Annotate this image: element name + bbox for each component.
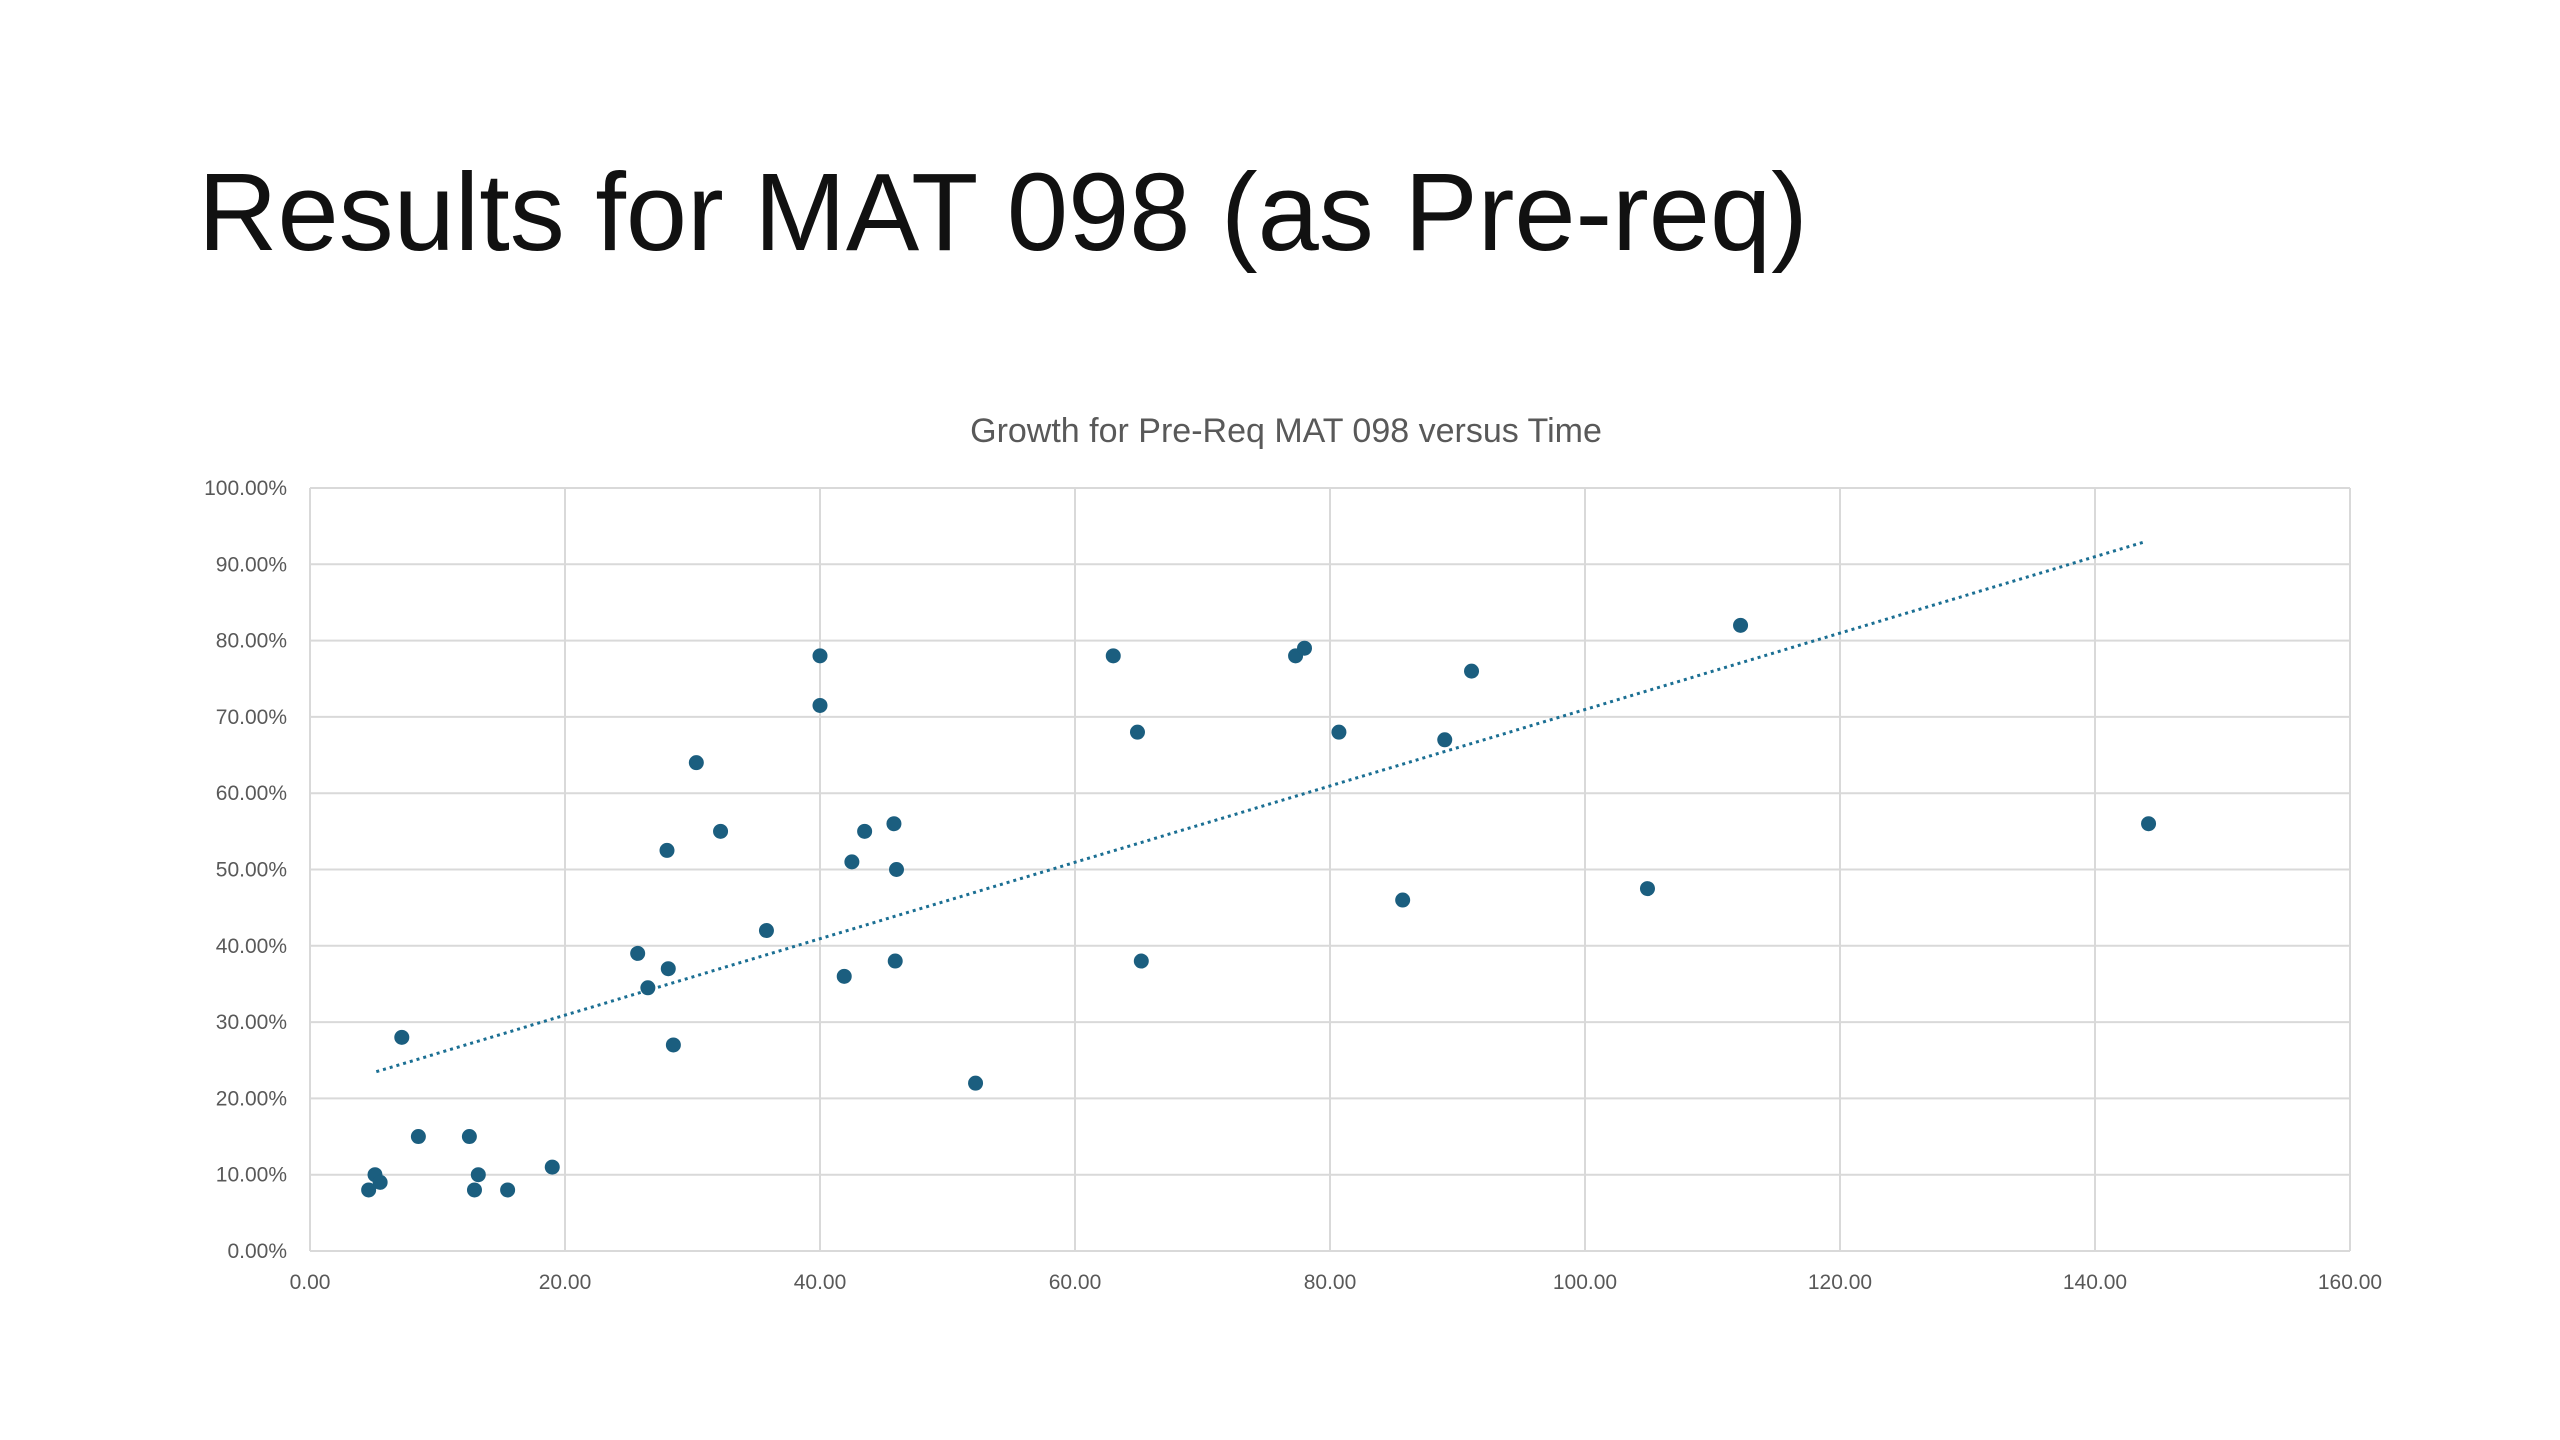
linear-trendline — [375, 539, 2147, 1074]
y-tick-label: 60.00% — [216, 782, 287, 805]
data-point — [968, 1075, 984, 1091]
x-tick-label: 80.00 — [1304, 1271, 1357, 1294]
y-tick-label: 90.00% — [216, 553, 287, 576]
data-point — [466, 1182, 482, 1198]
x-tick-label: 100.00 — [1553, 1271, 1617, 1294]
x-tick-label: 20.00 — [539, 1271, 592, 1294]
y-tick-label: 80.00% — [216, 630, 287, 653]
data-point — [470, 1167, 486, 1183]
x-tick-label: 140.00 — [2063, 1271, 2127, 1294]
x-tick-label: 160.00 — [2318, 1271, 2382, 1294]
data-point — [1129, 724, 1145, 740]
data-point — [1395, 892, 1411, 908]
data-point — [1437, 732, 1453, 748]
data-point — [1133, 953, 1149, 969]
y-tick-label: 40.00% — [216, 935, 287, 958]
axis-tick-labels: 0.00% 10.00% 20.00% 30.00% 40.00% 50.00% 60.00… — [204, 477, 2382, 1294]
data-point — [544, 1159, 560, 1175]
data-point — [812, 648, 828, 664]
data-point — [659, 842, 675, 858]
data-point — [660, 961, 676, 977]
chart-title: Growth for Pre-Req MAT 098 versus Time — [970, 412, 1602, 450]
data-point — [394, 1029, 410, 1045]
data-point — [688, 755, 704, 771]
y-tick-label: 10.00% — [216, 1164, 287, 1187]
gridlines — [309, 487, 2351, 1252]
data-points — [361, 617, 2157, 1198]
data-point — [844, 854, 860, 870]
data-point — [665, 1037, 681, 1053]
data-point — [1297, 640, 1312, 656]
data-point — [812, 697, 828, 713]
data-point — [887, 953, 903, 969]
data-point — [889, 862, 904, 877]
data-point — [1105, 648, 1121, 664]
data-point — [886, 816, 902, 832]
data-point — [2141, 816, 2157, 832]
data-point — [836, 968, 852, 984]
data-point — [361, 1182, 377, 1198]
y-tick-label: 20.00% — [216, 1087, 287, 1110]
slide-title: Results for MAT 098 (as Pre-req) — [198, 151, 1808, 274]
y-tick-label: 100.00% — [204, 477, 287, 500]
x-tick-label: 120.00 — [1808, 1271, 1872, 1294]
data-point — [630, 945, 646, 961]
data-point — [1331, 724, 1347, 740]
data-point — [461, 1129, 477, 1145]
data-point — [713, 823, 729, 839]
x-tick-label: 60.00 — [1049, 1271, 1102, 1294]
data-point — [1464, 663, 1480, 679]
data-point — [1733, 617, 1749, 633]
x-tick-label: 0.00 — [290, 1271, 331, 1294]
y-tick-label: 50.00% — [216, 859, 287, 882]
data-point — [857, 823, 873, 839]
data-point — [1639, 881, 1655, 897]
trendline-layer — [375, 539, 2147, 1074]
data-point — [640, 980, 656, 996]
y-tick-label: 30.00% — [216, 1011, 287, 1034]
y-tick-label: 70.00% — [216, 706, 287, 729]
data-point — [500, 1182, 516, 1198]
x-tick-label: 40.00 — [794, 1271, 847, 1294]
data-point — [410, 1129, 426, 1145]
y-tick-label: 0.00% — [227, 1240, 287, 1263]
data-point — [758, 923, 774, 939]
data-point — [372, 1174, 388, 1190]
